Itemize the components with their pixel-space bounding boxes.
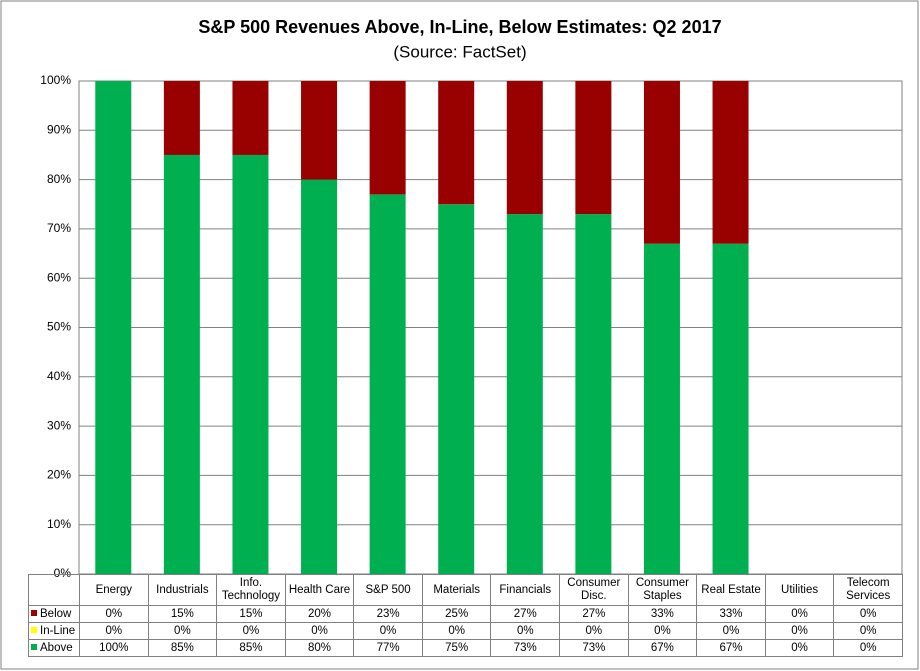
value-label: 0% bbox=[79, 622, 149, 640]
category-label: Financials bbox=[490, 574, 561, 606]
bar-segment bbox=[369, 81, 406, 195]
bar-segment bbox=[712, 243, 749, 574]
category-label: Info. Technology bbox=[216, 574, 286, 606]
value-label: 0% bbox=[353, 622, 423, 640]
bar-segment bbox=[95, 81, 132, 574]
category-label: Health Care bbox=[284, 574, 355, 606]
category-label: Consumer Staples bbox=[627, 574, 698, 606]
value-label: 0% bbox=[764, 639, 835, 657]
value-label: 0% bbox=[421, 622, 492, 640]
value-label: 27% bbox=[490, 605, 561, 623]
y-tick-label: 40% bbox=[47, 369, 71, 383]
legend-cell: In-Line bbox=[28, 622, 80, 640]
value-label: 23% bbox=[353, 605, 423, 623]
value-label: 0% bbox=[284, 622, 355, 640]
header-row: Energy Industrials Info. Technology Health … bbox=[28, 574, 903, 606]
category-label: Energy bbox=[79, 574, 149, 606]
corner-cell bbox=[28, 574, 80, 606]
y-tick-label: 50% bbox=[47, 320, 71, 334]
y-tick-label: 80% bbox=[47, 172, 71, 186]
category-label: Utilities bbox=[764, 574, 835, 606]
series-row: Below 0% 15% 15% 20% 23% 25% 27% 27% 33% 33% 0% 0% bbox=[28, 605, 903, 623]
bar-segment bbox=[438, 81, 475, 205]
value-label: 0% bbox=[833, 622, 903, 640]
legend-cell: Above bbox=[28, 639, 80, 657]
value-label: 73% bbox=[490, 639, 561, 657]
bar-segment bbox=[163, 81, 200, 155]
y-tick-label: 100% bbox=[40, 73, 71, 87]
value-label: 0% bbox=[490, 622, 561, 640]
category-label: Industrials bbox=[147, 574, 218, 606]
bar-segment bbox=[438, 204, 475, 574]
value-label: 0% bbox=[216, 622, 286, 640]
value-label: 27% bbox=[559, 605, 629, 623]
bar-segment bbox=[712, 81, 749, 244]
value-label: 0% bbox=[764, 622, 835, 640]
value-label: 0% bbox=[627, 622, 698, 640]
value-label: 25% bbox=[421, 605, 492, 623]
value-label: 33% bbox=[627, 605, 698, 623]
legend-cell: Below bbox=[28, 605, 80, 623]
legend-key bbox=[31, 627, 37, 634]
bar-segment bbox=[301, 81, 338, 180]
bar-segment bbox=[163, 154, 200, 574]
bar-segment bbox=[506, 214, 543, 575]
y-tick-label: 90% bbox=[47, 122, 71, 136]
value-label: 85% bbox=[147, 639, 218, 657]
y-tick-label: 70% bbox=[47, 221, 71, 235]
bar-segment bbox=[575, 81, 612, 215]
value-label: 33% bbox=[696, 605, 766, 623]
value-label: 80% bbox=[284, 639, 355, 657]
data-table: Energy Industrials Info. Technology Health … bbox=[28, 574, 903, 657]
category-label: Real Estate bbox=[696, 574, 766, 606]
bar-segment bbox=[643, 81, 680, 244]
value-label: 100% bbox=[79, 639, 149, 657]
category-label: Materials bbox=[421, 574, 492, 606]
legend-key bbox=[31, 610, 37, 617]
bar-segment bbox=[575, 214, 612, 575]
value-label: 67% bbox=[627, 639, 698, 657]
y-tick-label: 30% bbox=[47, 418, 71, 432]
legend-label: Below bbox=[40, 607, 72, 620]
series-row: In-Line 0% 0% 0% 0% 0% 0% 0% 0% 0% 0% 0% 0% bbox=[28, 622, 903, 640]
value-label: 85% bbox=[216, 639, 286, 657]
value-label: 0% bbox=[147, 622, 218, 640]
bar-segment bbox=[369, 194, 406, 574]
value-label: 0% bbox=[833, 605, 903, 623]
legend-label: In-Line bbox=[40, 624, 76, 637]
category-label: Consumer Disc. bbox=[559, 574, 629, 606]
value-label: 67% bbox=[696, 639, 766, 657]
bar-segment bbox=[643, 243, 680, 574]
bar-segment bbox=[232, 154, 269, 574]
legend-key bbox=[31, 644, 37, 651]
value-label: 0% bbox=[833, 639, 903, 657]
value-label: 0% bbox=[764, 605, 835, 623]
value-label: 15% bbox=[147, 605, 218, 623]
y-tick-label: 20% bbox=[47, 468, 71, 482]
chart-subtitle: (Source: FactSet) bbox=[393, 42, 526, 61]
value-label: 75% bbox=[421, 639, 492, 657]
value-label: 0% bbox=[696, 622, 766, 640]
y-tick-label: 10% bbox=[47, 517, 71, 531]
bar-segment bbox=[232, 81, 269, 155]
legend-label: Above bbox=[40, 641, 73, 654]
category-label: Telecom Services bbox=[833, 574, 903, 606]
series-row: Above 100% 85% 85% 80% 77% 75% 73% 73% 67% 67% 0% 0% bbox=[28, 639, 903, 657]
chart-title: S&P 500 Revenues Above, In-Line, Below E… bbox=[198, 17, 721, 37]
bar-segment bbox=[301, 179, 338, 574]
value-label: 0% bbox=[79, 605, 149, 623]
y-tick-label: 60% bbox=[47, 270, 71, 284]
value-label: 0% bbox=[559, 622, 629, 640]
category-label: S&P 500 bbox=[353, 574, 423, 606]
value-label: 73% bbox=[559, 639, 629, 657]
value-label: 20% bbox=[284, 605, 355, 623]
value-label: 77% bbox=[353, 639, 423, 657]
bar-segment bbox=[506, 81, 543, 215]
value-label: 15% bbox=[216, 605, 286, 623]
